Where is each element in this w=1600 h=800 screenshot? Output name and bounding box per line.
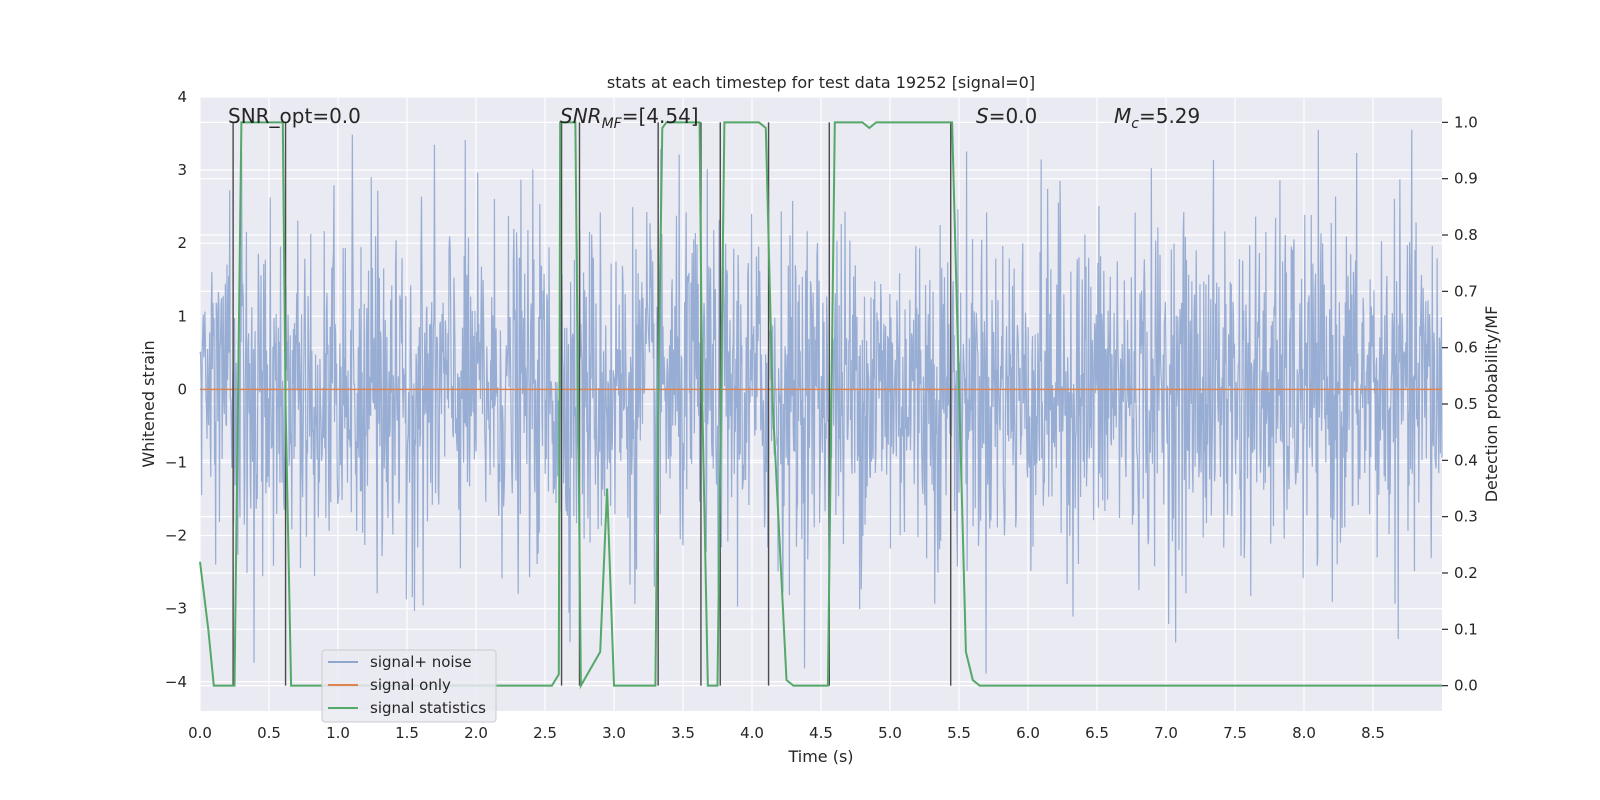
x-tick-label-6: 3.0 (602, 724, 626, 742)
annotation-mc-main: M (1114, 104, 1131, 128)
x-tick-label-13: 6.5 (1085, 724, 1109, 742)
x-tick-label-12: 6.0 (1016, 724, 1040, 742)
left-y-tick-label-0: 4 (177, 88, 187, 106)
left-y-tick-label-6: −2 (165, 527, 187, 545)
x-axis-label: Time (s) (787, 747, 853, 766)
left-y-axis-ticks: 4 3 2 1 0 −1 −2 −3 −4 (165, 88, 187, 691)
right-y-tick-label-8: 0.2 (1454, 564, 1478, 582)
legend-label-signal-statistics: signal statistics (370, 699, 486, 717)
left-y-tick-label-8: −4 (165, 673, 187, 691)
series-signal-plus-noise (199, 129, 1443, 674)
right-y-tick-label-6: 0.4 (1454, 451, 1478, 469)
x-tick-label-14: 7.0 (1154, 724, 1178, 742)
right-y-tick-label-9: 0.1 (1454, 620, 1478, 638)
annotation-s-main: S (976, 104, 989, 128)
x-axis-ticks: 0.0 0.5 1.0 1.5 2.0 2.5 3.0 3.5 4.0 4.5 5.0 5.5 6.0 6… (188, 724, 1385, 742)
left-y-axis-label: Whitened strain (139, 340, 158, 467)
right-y-tick-label-10: 0.0 (1454, 677, 1478, 695)
x-tick-label-2: 1.0 (326, 724, 350, 742)
x-tick-label-0: 0.0 (188, 724, 212, 742)
x-tick-label-17: 8.5 (1361, 724, 1385, 742)
x-tick-label-1: 0.5 (257, 724, 281, 742)
x-tick-label-11: 5.5 (947, 724, 971, 742)
x-tick-label-3: 1.5 (395, 724, 419, 742)
legend-box (321, 649, 497, 723)
right-y-tick-label-7: 0.3 (1454, 508, 1478, 526)
left-y-tick-label-1: 3 (177, 161, 187, 179)
left-y-tick-label-3: 1 (177, 307, 187, 325)
left-y-tick-label-4: 0 (177, 380, 187, 398)
chart-title: stats at each timestep for test data 192… (607, 73, 1035, 92)
x-tick-label-16: 8.0 (1292, 724, 1316, 742)
annotation-s: S=0.0 (976, 104, 1037, 128)
annotation-s-value: =0.0 (989, 104, 1038, 128)
right-y-axis-ticks: 1.0 0.9 0.8 0.7 0.6 0.5 0.4 0.3 0.2 0.1 0.0 (1442, 113, 1478, 695)
x-tick-label-8: 4.0 (740, 724, 764, 742)
left-y-tick-label-2: 2 (177, 234, 187, 252)
right-y-tick-label-5: 0.5 (1454, 395, 1478, 413)
annotation-snr-mf-main: SNR (560, 104, 602, 128)
right-y-axis-label: Detection probability/MF (1482, 306, 1501, 503)
x-tick-label-7: 3.5 (671, 724, 695, 742)
right-y-tick-label-3: 0.7 (1454, 282, 1478, 300)
annotation-snr-mf-value: =[4.54] (622, 104, 699, 128)
signal-noise-line (199, 129, 1443, 674)
legend-label-signal-only: signal only (370, 676, 451, 694)
legend: signal+ noise signal only signal statist… (321, 649, 497, 723)
x-tick-label-10: 5.0 (878, 724, 902, 742)
x-tick-label-9: 4.5 (809, 724, 833, 742)
annotation-mc: Mc=5.29 (1114, 104, 1200, 132)
annotation-snr-opt-text: SNR_opt=0.0 (228, 104, 361, 128)
right-y-tick-label-4: 0.6 (1454, 339, 1478, 357)
annotation-snr-opt: SNR_opt=0.0 (228, 104, 361, 128)
x-tick-label-5: 2.5 (533, 724, 557, 742)
annotation-snr-mf-sub: MF (602, 116, 623, 132)
right-y-tick-label-2: 0.8 (1454, 226, 1478, 244)
x-tick-label-15: 7.5 (1223, 724, 1247, 742)
left-y-tick-label-7: −3 (165, 600, 187, 618)
annotation-mc-value: =5.29 (1139, 104, 1200, 128)
x-tick-label-4: 2.0 (464, 724, 488, 742)
series-signal-statistics (199, 121, 1442, 690)
right-y-tick-label-1: 0.9 (1454, 170, 1478, 188)
left-y-tick-label-5: −1 (165, 453, 187, 471)
annotation-mc-sub: c (1131, 116, 1139, 132)
legend-label-signal-noise: signal+ noise (370, 653, 472, 671)
annotation-snr-mf: SNRMF=[4.54] (560, 104, 699, 132)
right-y-tick-label-0: 1.0 (1454, 113, 1478, 131)
signal-statistics-line (199, 121, 1442, 690)
